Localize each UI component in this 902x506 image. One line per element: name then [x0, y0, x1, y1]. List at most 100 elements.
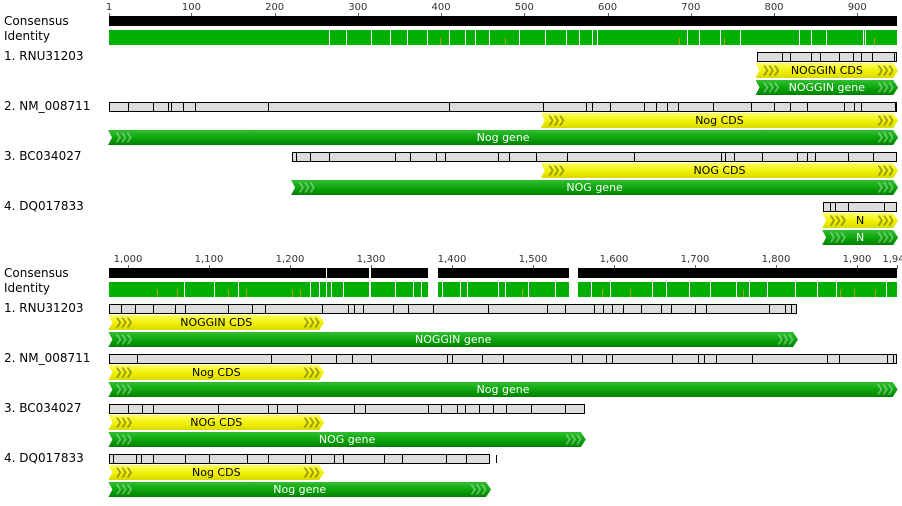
- gene-annotation[interactable]: ❯❯❯ ❯❯❯ N: [822, 230, 898, 245]
- sequence-difference-mark: [195, 103, 197, 111]
- sequence-bar[interactable]: [109, 304, 798, 314]
- consensus-bar: [109, 268, 326, 278]
- mismatch-mark: [389, 30, 391, 45]
- cds-annotation[interactable]: ❯❯❯ ❯❯❯ N: [822, 213, 898, 228]
- direction-arrows-icon: ❯❯❯: [761, 82, 778, 93]
- ruler-tick: [357, 13, 359, 17]
- mismatch-mark: [825, 30, 827, 45]
- direction-arrows-icon: ❯❯❯: [775, 334, 793, 345]
- sequence-bar[interactable]: [109, 354, 897, 364]
- direction-arrows-icon: ❯❯❯: [876, 115, 893, 126]
- sequence-difference-mark: [536, 153, 538, 161]
- sequence-difference-mark: [310, 355, 312, 363]
- cds-annotation[interactable]: ❯❯❯ ❯❯❯ NOG CDS: [541, 163, 898, 178]
- sequence-difference-mark: [671, 305, 673, 313]
- sequence-difference-mark: [498, 153, 500, 161]
- cds-annotation[interactable]: ❯❯❯ ❯❯❯ Nog CDS: [108, 465, 324, 480]
- annotation-label: Nog CDS: [191, 466, 241, 479]
- sequence-name[interactable]: 3. BC034027: [4, 149, 82, 163]
- sequence-difference-mark: [704, 355, 706, 363]
- ruler-tick-label: 1,600: [599, 254, 629, 265]
- sequence-difference-mark: [297, 405, 299, 413]
- mismatch-mark: [299, 290, 301, 297]
- sequence-bar[interactable]: [109, 454, 497, 464]
- mismatch-mark: [766, 282, 768, 297]
- sequence-bar[interactable]: [292, 152, 897, 162]
- gene-annotation[interactable]: ❯❯❯ ❯❯❯ Nog gene: [108, 130, 898, 145]
- sequence-difference-mark: [678, 103, 680, 111]
- gene-annotation[interactable]: ❯❯❯ ❯❯❯ Nog gene: [108, 382, 897, 397]
- mismatch-mark: [839, 290, 841, 297]
- gene-annotation[interactable]: ❯❯❯ ❯❯❯ NOGGIN gene: [756, 80, 899, 95]
- sequence-bar[interactable]: [823, 202, 897, 212]
- ruler-tick: [109, 13, 110, 17]
- sequence-name[interactable]: 2. NM_008711: [4, 99, 91, 113]
- mismatch-mark: [246, 290, 248, 297]
- sequence-difference-mark: [853, 53, 855, 61]
- ruler-tick-label: 1,400: [437, 254, 467, 265]
- gene-annotation[interactable]: ❯❯❯ ❯❯❯ NOG gene: [291, 180, 898, 195]
- sequence-difference-mark: [433, 305, 435, 313]
- sequence-name[interactable]: 2. NM_008711: [4, 351, 91, 365]
- mismatch-mark: [874, 290, 876, 297]
- sequence-bar[interactable]: [109, 102, 897, 112]
- mismatch-mark: [811, 30, 813, 45]
- gene-annotation[interactable]: ❯❯❯ ❯❯❯ NOGGIN gene: [108, 332, 798, 347]
- sequence-difference-mark: [694, 305, 696, 313]
- mismatch-mark: [719, 30, 721, 45]
- sequence-name[interactable]: 4. DQ017833: [4, 199, 84, 213]
- sequence-difference-mark: [495, 455, 497, 463]
- sequence-difference-mark: [174, 305, 176, 313]
- direction-arrows-icon: ❯❯❯: [876, 132, 893, 143]
- sequence-difference-mark: [807, 153, 809, 161]
- sequence-difference-mark: [371, 355, 373, 363]
- ruler-tick: [690, 13, 692, 17]
- sequence-difference-mark: [643, 103, 645, 111]
- gene-annotation[interactable]: ❯❯❯ ❯❯❯ Nog gene: [108, 482, 491, 497]
- sequence-difference-mark: [581, 355, 583, 363]
- sequence-difference-mark: [564, 305, 566, 313]
- sequence-difference-mark: [448, 103, 450, 111]
- mismatch-mark: [237, 282, 239, 297]
- sequence-difference-mark: [152, 305, 154, 313]
- sequence-difference-mark: [605, 355, 607, 363]
- sequence-difference-mark: [478, 405, 480, 413]
- gene-annotation[interactable]: ❯❯❯ ❯❯❯ NOG gene: [108, 432, 585, 447]
- annotation-label: NOG CDS: [190, 416, 243, 429]
- mismatch-mark: [475, 30, 477, 45]
- sequence-name[interactable]: 4. DQ017833: [4, 451, 84, 465]
- sequence-bar[interactable]: [756, 52, 897, 62]
- mismatch-mark: [407, 30, 409, 45]
- sequence-difference-mark: [336, 355, 338, 363]
- direction-arrows-icon: ❯❯❯: [114, 367, 131, 378]
- sequence-name[interactable]: 1. RNU31203: [4, 301, 84, 315]
- cds-annotation[interactable]: ❯❯❯ ❯❯❯ Nog CDS: [541, 113, 898, 128]
- sequence-difference-mark: [571, 355, 573, 363]
- sequence-difference-mark: [352, 355, 354, 363]
- sequence-difference-mark: [715, 355, 717, 363]
- cds-annotation[interactable]: ❯❯❯ ❯❯❯ Nog CDS: [108, 365, 324, 380]
- sequence-name[interactable]: 3. BC034027: [4, 401, 82, 415]
- sequence-difference-mark: [871, 53, 873, 61]
- mismatch-mark: [555, 282, 557, 297]
- ruler-tick: [452, 265, 453, 269]
- sequence-difference-mark: [790, 53, 792, 61]
- cds-annotation[interactable]: ❯❯❯ ❯❯❯ NOGGIN CDS: [756, 63, 899, 78]
- sequence-difference-mark: [353, 305, 355, 313]
- sequence-name[interactable]: 1. RNU31203: [4, 49, 84, 63]
- sequence-difference-mark: [887, 355, 889, 363]
- cds-annotation[interactable]: ❯❯❯ ❯❯❯ NOG CDS: [108, 415, 324, 430]
- sequence-bar[interactable]: [109, 404, 585, 414]
- sequence-difference-mark: [209, 455, 211, 463]
- sequence-difference-mark: [446, 455, 448, 463]
- mismatch-mark: [723, 38, 725, 45]
- sequence-difference-mark: [768, 305, 770, 313]
- annotation-label: Nog gene: [273, 483, 327, 496]
- cds-annotation[interactable]: ❯❯❯ ❯❯❯ NOGGIN CDS: [108, 315, 324, 330]
- mismatch-mark: [177, 290, 179, 297]
- sequence-difference-mark: [843, 103, 845, 111]
- sequence-difference-mark: [530, 405, 532, 413]
- annotation-label: NOG gene: [566, 181, 623, 194]
- sequence-difference-mark: [321, 305, 323, 313]
- sequence-difference-mark: [611, 305, 613, 313]
